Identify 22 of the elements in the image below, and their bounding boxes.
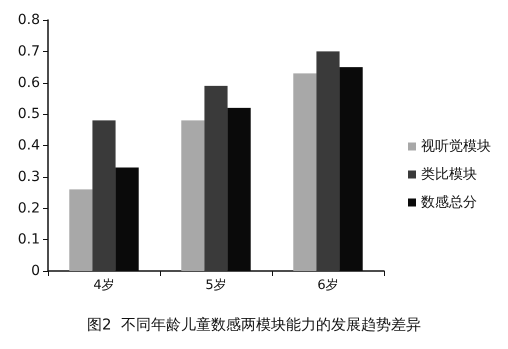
x-tick-label: 5岁 <box>205 278 227 293</box>
y-tick-label: 0.7 <box>18 43 40 60</box>
text: 图2 不同年龄儿童数感两模块能力的发展趋势差异 <box>86 316 422 334</box>
y-tick-label: 0.3 <box>18 168 40 185</box>
y-tick-label: 0 <box>31 263 40 279</box>
legend-label: 类比模块 <box>421 166 477 182</box>
bar <box>316 51 340 271</box>
y-tick-label: 0.1 <box>18 232 40 248</box>
y-tick-label: 0.4 <box>18 138 40 154</box>
x-tick-label: 4岁 <box>93 278 115 293</box>
bar <box>204 86 228 271</box>
bar <box>92 120 116 271</box>
x-tick-label: 6岁 <box>317 278 339 293</box>
y-tick-label: 0.6 <box>18 74 40 91</box>
bar <box>69 189 92 271</box>
legend-label: 数感总分 <box>421 194 477 210</box>
legend-label: 视听觉模块 <box>421 138 491 154</box>
bar <box>293 73 316 271</box>
y-tick-label: 0.5 <box>18 106 40 122</box>
y-tick-label: 0.2 <box>18 200 40 216</box>
bar <box>181 120 204 271</box>
y-tick-label: 0.8 <box>18 12 40 28</box>
